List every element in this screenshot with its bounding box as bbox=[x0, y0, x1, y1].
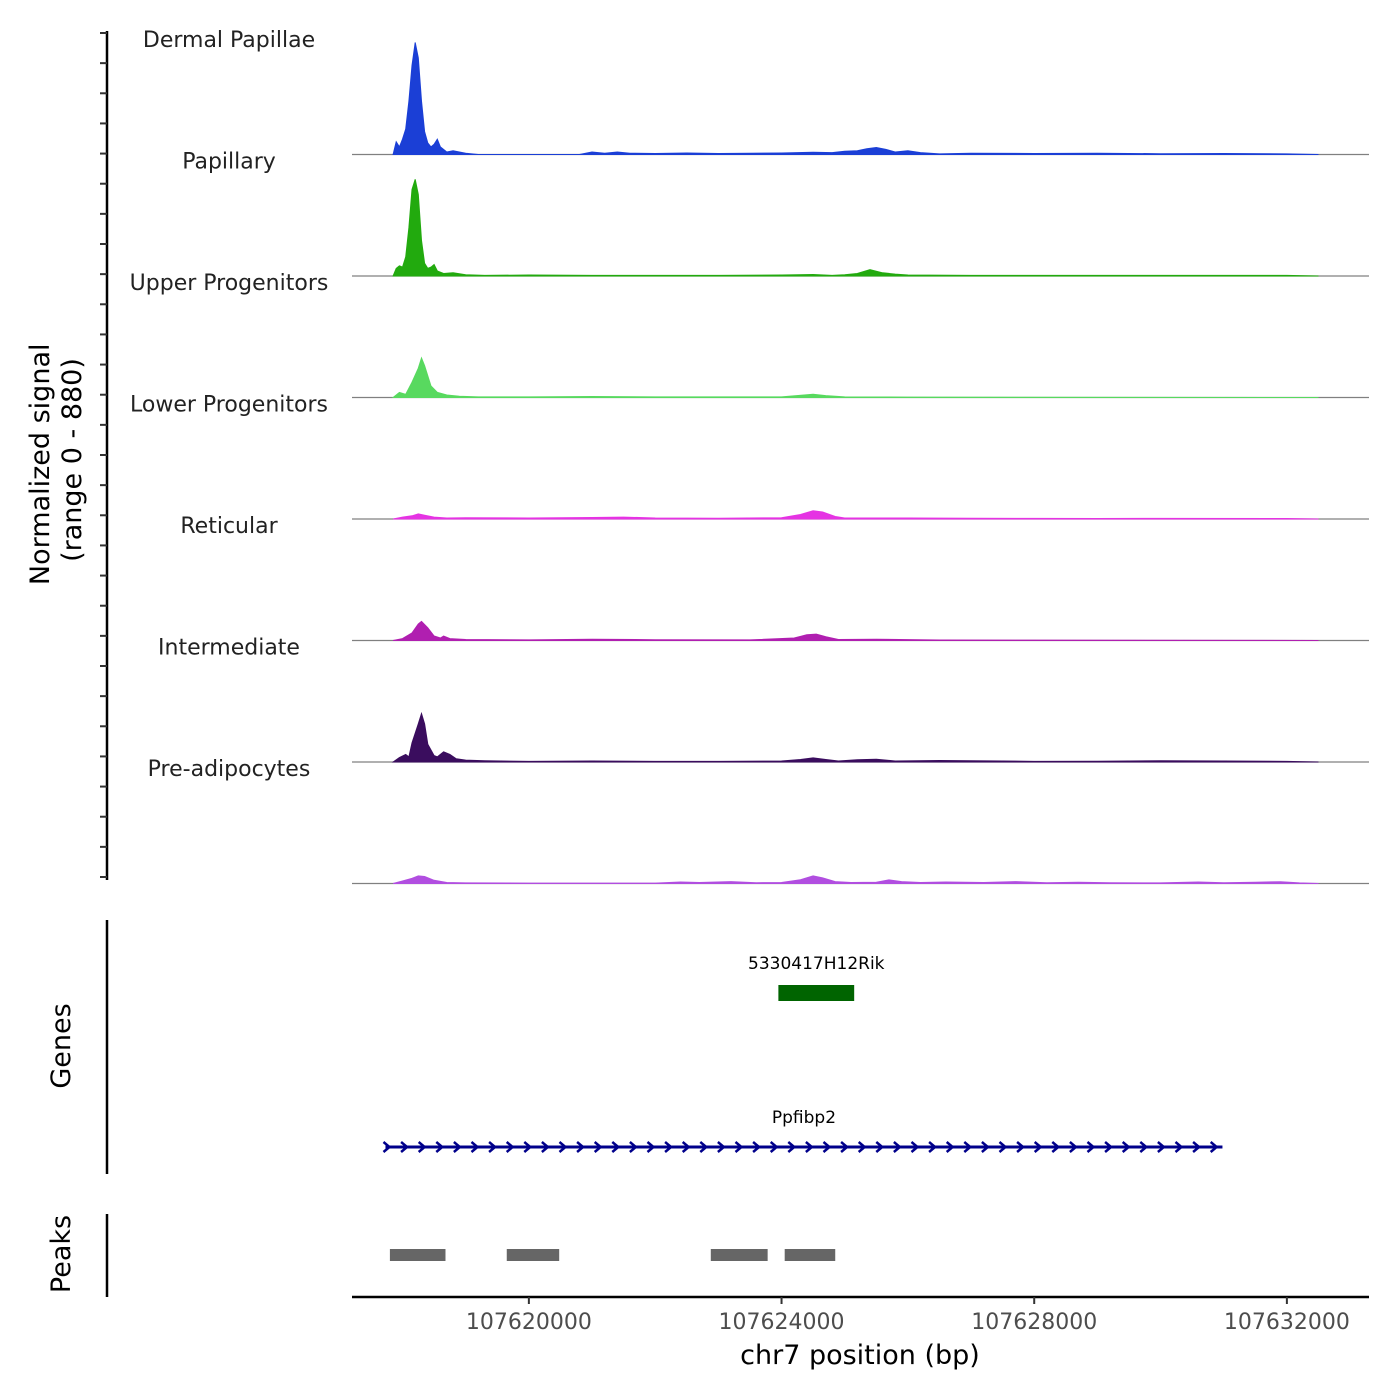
peak-region bbox=[506, 1249, 560, 1261]
x-tick-label: 107624000 bbox=[719, 1310, 845, 1335]
track-upper-progenitors: Upper Progenitors bbox=[130, 271, 1369, 399]
strand-arrow bbox=[805, 1141, 814, 1153]
genes-panel-title: Genes bbox=[46, 1003, 77, 1088]
strand-arrow bbox=[382, 1141, 392, 1153]
strand-arrow bbox=[417, 1141, 427, 1153]
track-label: Dermal Papillae bbox=[143, 28, 315, 53]
strand-arrow bbox=[928, 1141, 938, 1153]
strand-arrow bbox=[1104, 1141, 1114, 1153]
peak-region bbox=[710, 1249, 768, 1261]
strand-arrow bbox=[629, 1141, 638, 1153]
strand-arrow bbox=[1086, 1141, 1096, 1153]
gene-label: 5330417H12Rik bbox=[748, 954, 885, 974]
peaks-panel-title: Peaks bbox=[46, 1215, 77, 1293]
track-label: Lower Progenitors bbox=[130, 392, 328, 417]
signal-area bbox=[392, 875, 1319, 884]
strand-arrow bbox=[646, 1141, 656, 1153]
signal-area bbox=[393, 510, 1319, 520]
gene-5330417h12rik: 5330417H12Rik bbox=[748, 954, 885, 1001]
strand-arrow bbox=[400, 1141, 410, 1153]
signal-tracks: Dermal Papillae Papillary Upper Progenitor… bbox=[130, 28, 1369, 885]
strand-arrow bbox=[787, 1141, 797, 1153]
coverage-y-axis-title: Normalized signal (range 0 - 880) bbox=[25, 335, 88, 585]
track-papillary: Papillary bbox=[182, 149, 1369, 277]
track-pre-adipocytes: Pre-adipocytes bbox=[148, 757, 1369, 885]
peak-region bbox=[389, 1249, 446, 1261]
x-tick-label: 107620000 bbox=[466, 1310, 592, 1335]
gene-annotations: 5330417H12Rik Ppfibp2 bbox=[382, 954, 1223, 1153]
strand-arrow bbox=[664, 1141, 674, 1153]
strand-arrow bbox=[717, 1141, 726, 1153]
strand-arrow bbox=[1192, 1141, 1202, 1153]
strand-arrow bbox=[435, 1141, 445, 1153]
track-lower-progenitors: Lower Progenitors bbox=[130, 392, 1369, 520]
signal-area bbox=[393, 620, 1319, 641]
strand-arrow bbox=[453, 1141, 462, 1153]
strand-arrow bbox=[1121, 1141, 1131, 1153]
strand-arrow bbox=[963, 1141, 973, 1153]
peak-regions bbox=[389, 1249, 836, 1261]
strand-arrow bbox=[822, 1141, 832, 1153]
strand-arrow bbox=[875, 1141, 885, 1153]
x-axis: 107620000 107624000 107628000 107632000 bbox=[352, 1295, 1369, 1335]
strand-arrow bbox=[681, 1141, 691, 1153]
strand-arrow bbox=[1209, 1141, 1219, 1153]
strand-arrow bbox=[998, 1141, 1008, 1153]
signal-area bbox=[392, 179, 1319, 277]
strand-arrow bbox=[769, 1141, 779, 1153]
x-tick-label: 107628000 bbox=[971, 1310, 1097, 1335]
strand-arrow bbox=[910, 1141, 920, 1153]
strand-arrow bbox=[593, 1141, 603, 1153]
strand-arrow bbox=[505, 1141, 515, 1153]
strand-arrow bbox=[734, 1141, 744, 1153]
strand-arrow bbox=[470, 1141, 480, 1153]
y-axis-title-line-2: (range 0 - 880) bbox=[57, 358, 88, 562]
signal-area bbox=[391, 711, 1319, 763]
strand-arrow bbox=[945, 1141, 955, 1153]
strand-arrow bbox=[1051, 1141, 1061, 1153]
strand-arrow bbox=[981, 1141, 990, 1153]
strand-arrow bbox=[558, 1141, 568, 1153]
peak-region bbox=[784, 1249, 836, 1261]
strand-arrow bbox=[611, 1141, 621, 1153]
strand-arrow bbox=[699, 1141, 709, 1153]
signal-area bbox=[391, 356, 1319, 398]
strand-arrow bbox=[541, 1141, 550, 1153]
strand-arrow bbox=[840, 1141, 850, 1153]
strand-arrow bbox=[1157, 1141, 1166, 1153]
strand-arrow bbox=[1139, 1141, 1149, 1153]
coverage-y-axis bbox=[100, 31, 109, 880]
track-label: Intermediate bbox=[158, 635, 300, 660]
strand-arrow bbox=[752, 1141, 762, 1153]
strand-arrow bbox=[523, 1141, 533, 1153]
track-label: Reticular bbox=[180, 514, 278, 539]
track-label: Upper Progenitors bbox=[130, 271, 329, 296]
gene-label: Ppfibp2 bbox=[772, 1108, 836, 1128]
strand-arrow bbox=[488, 1141, 498, 1153]
track-intermediate: Intermediate bbox=[158, 635, 1369, 763]
x-axis-title: chr7 position (bp) bbox=[740, 1340, 980, 1371]
track-label: Papillary bbox=[182, 149, 276, 174]
x-tick-label: 107632000 bbox=[1224, 1310, 1350, 1335]
gene-ppfibp2: Ppfibp2 bbox=[382, 1108, 1223, 1153]
y-axis-title-line-1: Normalized signal bbox=[25, 344, 56, 586]
strand-arrow bbox=[1016, 1141, 1026, 1153]
strand-arrow bbox=[857, 1141, 867, 1153]
strand-arrow bbox=[893, 1141, 902, 1153]
strand-arrow bbox=[576, 1141, 586, 1153]
track-reticular: Reticular bbox=[180, 514, 1369, 642]
strand-arrow bbox=[1174, 1141, 1184, 1153]
strand-arrow bbox=[1033, 1141, 1043, 1153]
track-dermal-papillae: Dermal Papillae bbox=[143, 28, 1369, 156]
gene-exon bbox=[778, 985, 855, 1001]
strand-arrow bbox=[1069, 1141, 1078, 1153]
signal-area bbox=[392, 42, 1319, 155]
track-label: Pre-adipocytes bbox=[148, 757, 311, 782]
